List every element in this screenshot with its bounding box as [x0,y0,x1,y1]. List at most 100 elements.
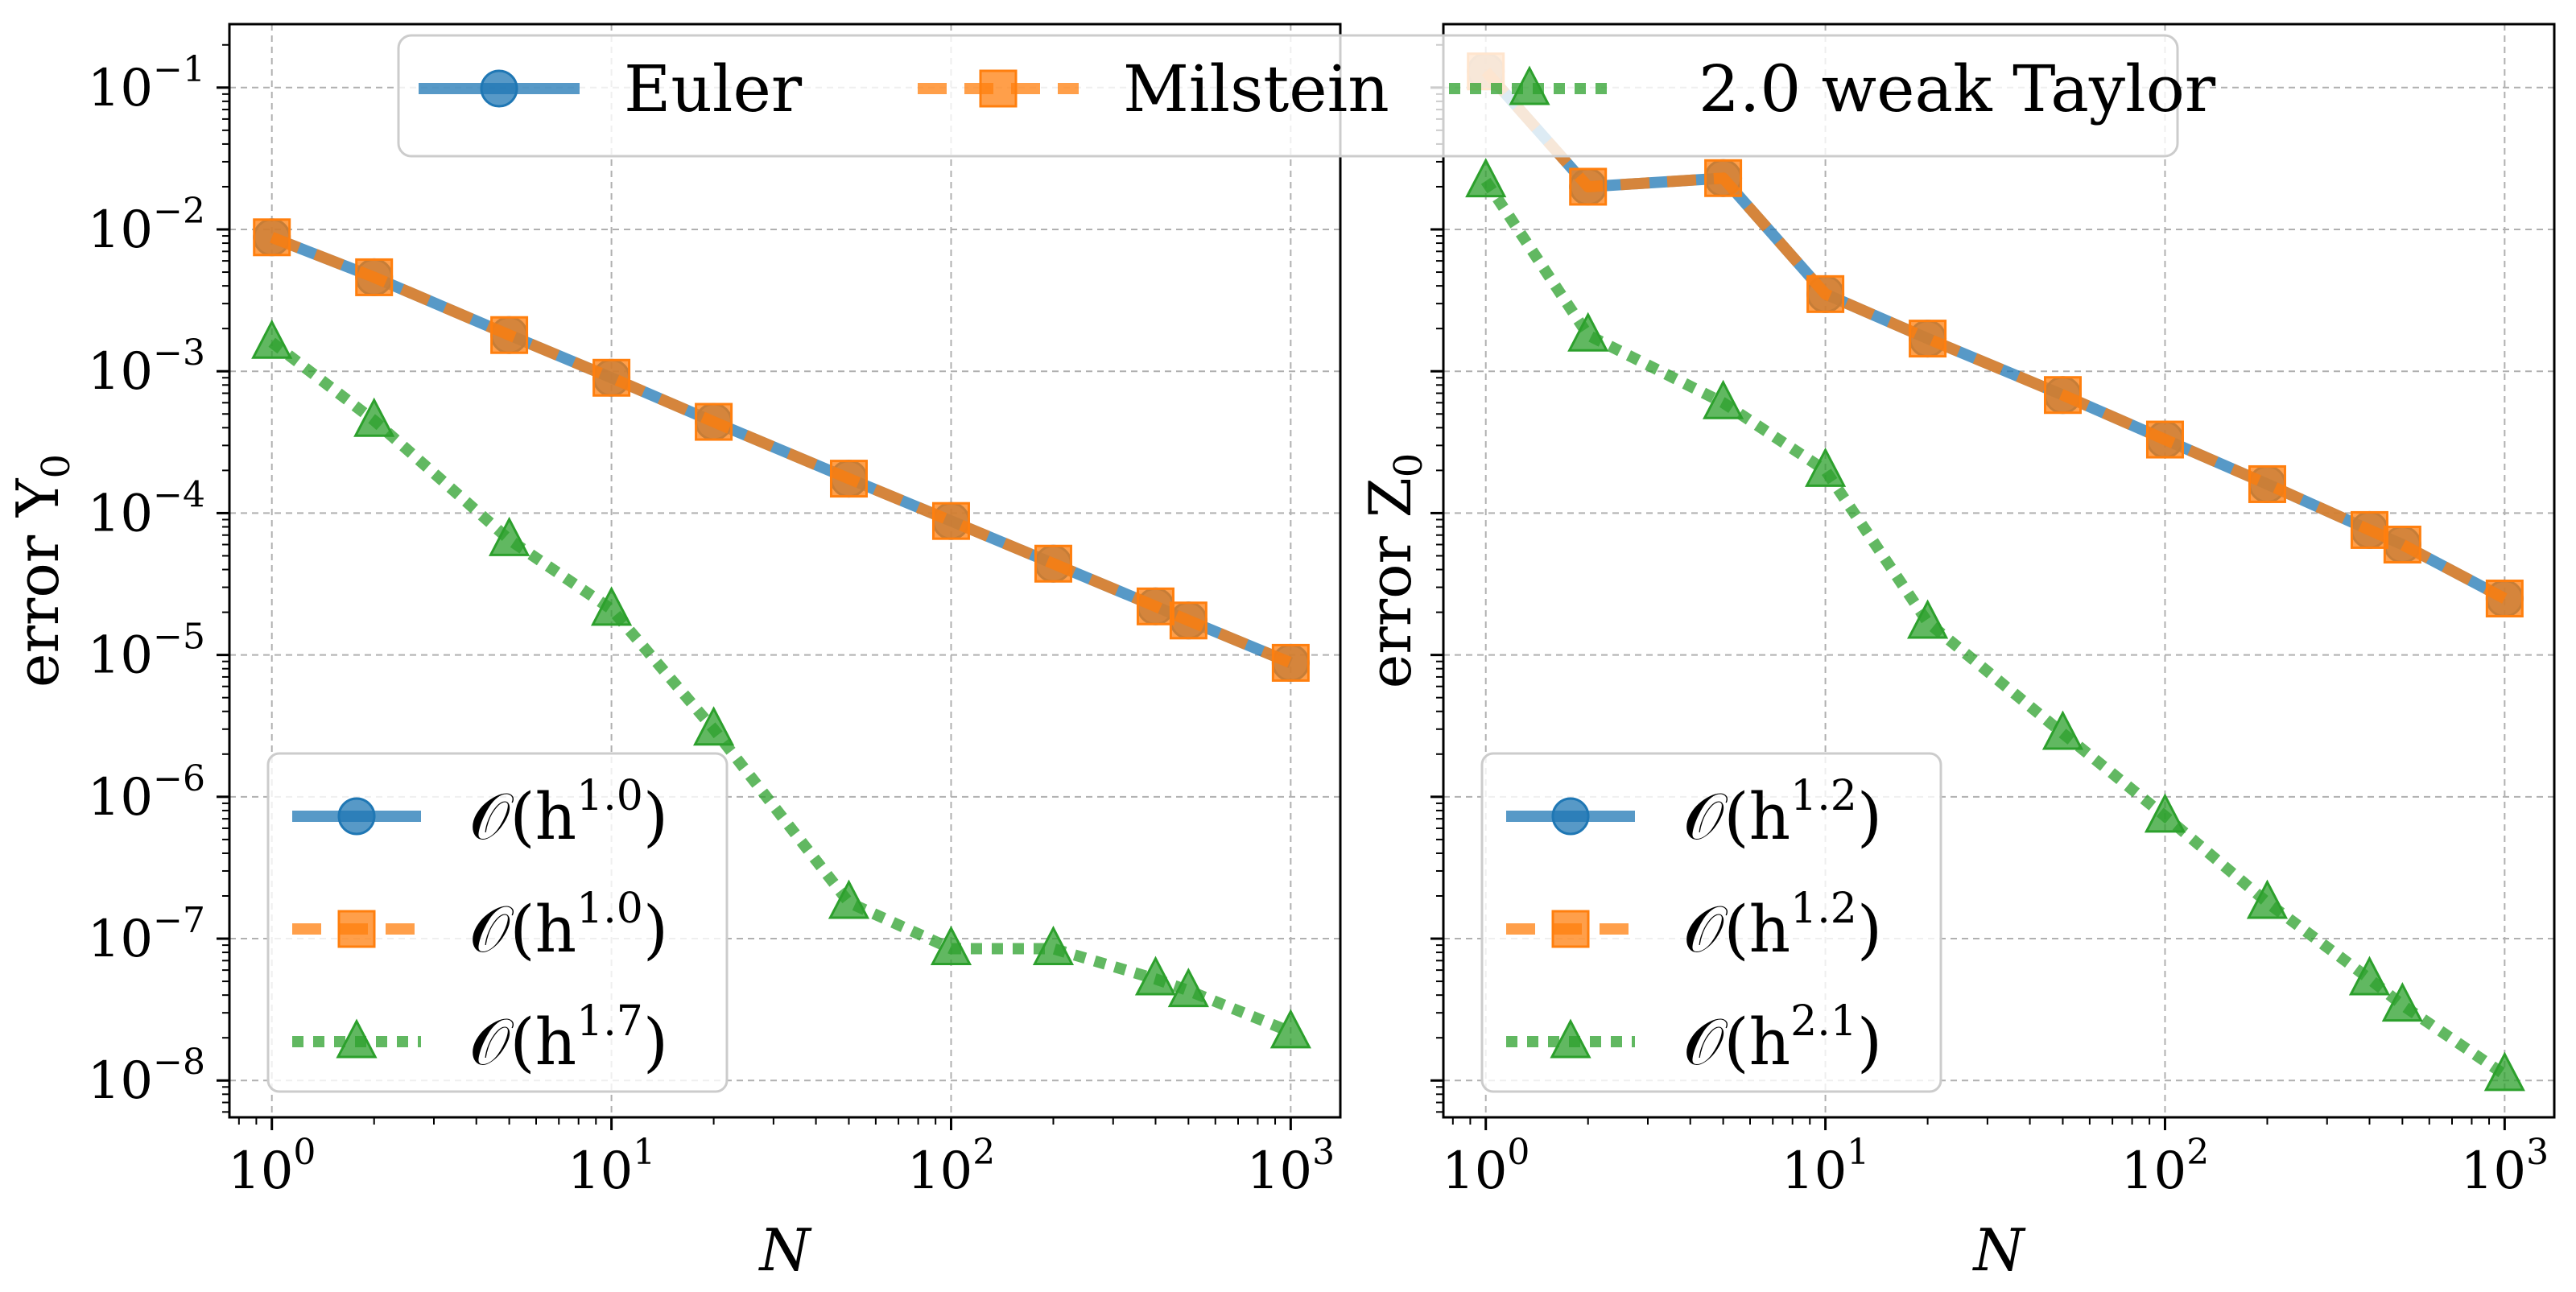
data-point [2381,982,2423,1022]
series-2-0-weak-taylor [1465,158,2525,1092]
y-axis: 10−1 10−2 10−3 10−4 10−5 10−6 10−7 10−8 [88,49,229,1111]
data-point [490,316,529,354]
y-tick-label: 10−7 [88,900,205,969]
data-point [2041,710,2084,750]
data-point [2144,793,2186,833]
data-point [828,879,870,919]
data-point [930,925,972,965]
data-point [251,319,293,359]
data-point [2043,376,2082,415]
panel-legend: 𝒪(h1.2) 𝒪(h1.2) 𝒪(h2.1) [1480,752,1942,1093]
panel-legend: 𝒪(h1.0) 𝒪(h1.0) 𝒪(h1.7) [266,752,729,1093]
legend-entry-marker [337,797,376,836]
data-point [1805,447,1847,487]
series-milstein [253,218,1310,682]
y-tick-label: 10−5 [88,617,205,686]
data-point [1703,379,1744,419]
data-point [1567,312,1609,352]
top-legend-label: 2.0 weak Taylor [1699,52,2216,126]
x-axis-label: N [758,1216,813,1284]
data-point [1269,1009,1311,1049]
data-point [1167,968,1209,1008]
legend-entry-marker [336,1018,378,1059]
data-point [1271,643,1310,682]
y-tick-label: 10−8 [88,1042,205,1111]
legend-entry-marker [1550,1018,1591,1059]
data-point [2248,464,2286,503]
y-axis-label: error Z0 [1356,453,1431,689]
x-tick-label: 100 [228,1132,316,1201]
axes-frame [228,23,1342,1119]
data-point [931,502,970,540]
legend-label: 𝒪(h1.2) [1683,772,1882,854]
legend-label: 𝒪(h1.2) [1683,885,1882,967]
y-tick-label: 10−1 [88,49,205,118]
x-tick-label: 103 [1247,1132,1335,1201]
data-point [1169,601,1208,640]
x-tick-label: 102 [2121,1132,2209,1201]
x-tick-label: 103 [2461,1132,2549,1201]
legend-entry-marker [1551,797,1590,836]
data-point [1806,274,1845,313]
data-point [355,258,394,296]
top-legend: Euler Milstein 2.0 weak Taylor [397,34,2216,158]
legend-frame [266,752,729,1093]
panel-left: 100 101 102 103 10−1 10−2 10−3 10−4 10−5 10−6 10−7… [4,23,1342,1284]
data-point [2483,1051,2525,1092]
data-point [2145,420,2184,459]
top-legend-entry-marker [979,69,1018,108]
x-tick-label: 101 [568,1132,655,1201]
y-tick-label: 10−3 [88,332,205,402]
x-tick-label: 101 [1781,1132,1869,1201]
data-point [353,397,395,437]
data-point [2350,510,2388,549]
data-point [1032,925,1075,965]
top-legend-frame [397,34,2179,158]
top-legend-entry-marker [480,69,518,108]
top-legend-label: Milstein [1123,52,1389,126]
axes-frame [1442,23,2556,1119]
legend-entry-marker [337,910,376,948]
legend-label: 𝒪(h2.1) [1683,997,1882,1079]
data-point [592,358,631,397]
data-point [1034,544,1072,583]
x-axis-label: N [1972,1216,2027,1284]
y-tick-label: 10−6 [88,758,205,828]
data-point [489,516,530,556]
legend-frame [1480,752,1942,1093]
data-point [1569,167,1608,206]
data-point [1907,599,1949,639]
legend-label: 𝒪(h1.0) [469,772,668,854]
x-axis: 100 101 102 103 [1442,1117,2549,1201]
top-legend-label: Euler [624,52,803,126]
data-point [2383,526,2421,564]
data-point [2485,580,2524,618]
data-point [1909,320,1947,358]
data-point [695,402,733,441]
data-point [1134,956,1177,996]
x-axis: 100 101 102 103 [228,1117,1335,1201]
legend-label: 𝒪(h1.7) [469,997,668,1079]
series-2-0-weak-taylor [251,319,1311,1049]
data-point [253,218,291,257]
data-point [2246,879,2289,919]
data-point [693,706,735,746]
y-tick-label: 10−2 [88,191,205,260]
x-tick-label: 102 [907,1132,995,1201]
legend-entry-marker [1551,910,1590,948]
data-point [591,586,633,626]
data-point [1136,587,1174,625]
data-point [1704,159,1743,197]
top-legend-entry-marker [1509,65,1550,105]
y-axis [1430,86,1443,1082]
legend-label: 𝒪(h1.0) [469,885,668,967]
data-point [1465,158,1507,198]
y-tick-label: 10−4 [88,474,205,543]
data-point [2348,956,2391,996]
x-tick-label: 100 [1442,1132,1530,1201]
y-axis-label: error Y0 [4,454,79,687]
data-point [829,460,868,498]
